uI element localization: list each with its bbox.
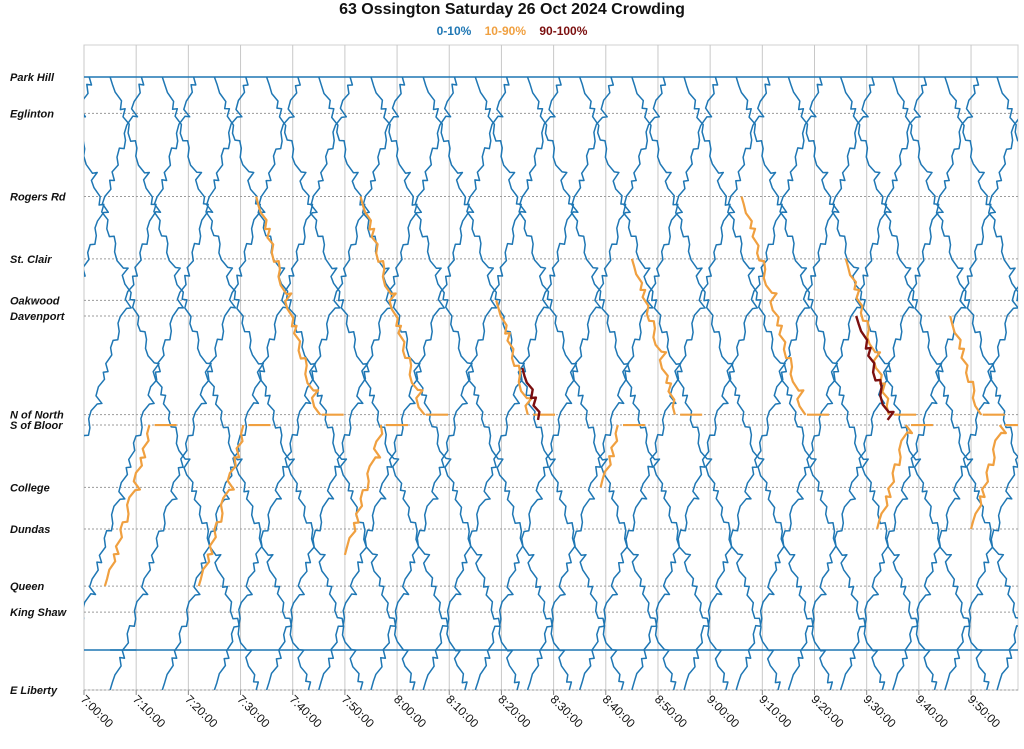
x-tick-label: 7:30:00: [234, 692, 272, 730]
northbound-trip-line: [84, 76, 145, 277]
northbound-trip-line: [683, 76, 875, 690]
northbound-trip-line: [265, 76, 458, 690]
x-tick-label: 8:40:00: [600, 692, 638, 730]
northbound-trip-line: [892, 285, 1018, 690]
x-tick-label: 8:00:00: [391, 692, 429, 730]
crowded-segment-line: [359, 196, 426, 416]
series-lines: [84, 76, 1018, 690]
northbound-trip-line: [839, 107, 1018, 690]
northbound-trip-line: [161, 76, 354, 690]
northbound-trip-line: [370, 76, 562, 690]
legend: 0-10% 10-90% 90-100%: [0, 24, 1024, 38]
full-segment-line: [521, 367, 541, 421]
crowded-segment-line: [495, 300, 533, 415]
crowded-segment-line: [599, 424, 619, 488]
chart-title: 63 Ossington Saturday 26 Oct 2024 Crowdi…: [339, 1, 685, 18]
x-tick-label: 8:30:00: [547, 692, 585, 730]
southbound-trip-line: [474, 76, 677, 690]
stop-label: Rogers Rd: [10, 191, 66, 203]
crowded-segment-line: [255, 196, 321, 416]
x-tick-label: 8:10:00: [443, 692, 481, 730]
northbound-trip-line: [422, 76, 615, 690]
southbound-trip-line: [683, 76, 886, 690]
northbound-trip-line: [735, 76, 928, 690]
stop-label: Park Hill: [10, 72, 55, 84]
x-tick-labels: 7:00:00 7:10:00 7:20:00 7:30:00 7:40:00 7:50:…: [78, 692, 1003, 730]
x-tick-label: 7:10:00: [130, 692, 168, 730]
crowded-segment-line: [844, 258, 890, 415]
x-tick-label: 8:50:00: [652, 692, 690, 730]
stop-label: Queen: [10, 581, 45, 593]
x-tick-label: 9:00:00: [704, 692, 742, 730]
crowded-segment-line: [949, 315, 983, 416]
x-tick-label: 9:30:00: [861, 692, 899, 730]
stop-label: Eglinton: [10, 108, 54, 120]
x-tick-label: 8:20:00: [495, 692, 533, 730]
northbound-trip-line: [787, 76, 980, 690]
crowded-segment-line: [876, 424, 914, 530]
plot-area: [83, 44, 1019, 691]
crowded-segment-line: [103, 424, 151, 587]
northbound-trip-line: [631, 76, 823, 690]
southbound-trip-line: [161, 76, 364, 690]
northbound-trip-line: [84, 76, 249, 620]
southbound-trip-line: [839, 76, 1018, 619]
southbound-trip-line: [370, 76, 573, 690]
crowded-segment-line: [197, 424, 245, 587]
stop-label: E Liberty: [10, 685, 58, 697]
crowded-segment-line: [740, 196, 807, 416]
northbound-trip-line: [84, 76, 93, 118]
southbound-trip-line: [422, 76, 625, 690]
southbound-trip-line: [213, 76, 416, 690]
crowded-segment-line: [343, 424, 384, 556]
x-tick-label: 7:20:00: [182, 692, 220, 730]
southbound-trip-line: [578, 76, 781, 690]
x-tick-label: 7:40:00: [287, 692, 325, 730]
x-tick-label: 9:10:00: [756, 692, 794, 730]
legend-entry-mid: 10-90%: [484, 24, 526, 38]
northbound-trip-line: [526, 76, 719, 690]
stop-label: King Shaw: [10, 607, 68, 619]
northbound-trip-line: [109, 76, 301, 690]
x-tick-label: 7:00:00: [78, 692, 116, 730]
legend-entry-high: 90-100%: [539, 24, 588, 38]
stop-label: Davenport: [10, 311, 66, 323]
southbound-trip-line: [318, 76, 520, 690]
southbound-trip-line: [787, 76, 990, 690]
full-segment-line: [855, 315, 895, 421]
x-tick-label: 7:50:00: [339, 692, 377, 730]
northbound-trip-line: [578, 76, 771, 690]
northbound-trip-line: [84, 76, 197, 438]
northbound-trip-line: [318, 76, 510, 690]
southbound-trip-line: [735, 76, 938, 690]
northbound-trip-line: [213, 76, 406, 690]
stop-label: Dundas: [10, 524, 50, 536]
legend-entry-low: 0-10%: [436, 24, 472, 38]
stop-label: College: [10, 482, 50, 494]
x-tick-label: 9:40:00: [913, 692, 951, 730]
northbound-trip-line: [474, 76, 667, 690]
southbound-trip-line: [631, 76, 834, 690]
northbound-trip-line: [944, 455, 1018, 690]
stop-label: St. Clair: [10, 254, 52, 266]
x-tick-label: 9:50:00: [965, 692, 1003, 730]
stop-label: S of Bloor: [10, 420, 63, 432]
southbound-trip-line: [109, 76, 312, 690]
stop-labels: Park Hill Eglinton Rogers Rd St. Clair Oakwo…: [10, 72, 68, 697]
southbound-trip-line: [265, 76, 468, 690]
southbound-trip-line: [526, 76, 729, 690]
stop-label: Oakwood: [10, 295, 60, 307]
southbound-trip-line: [892, 76, 1018, 458]
x-tick-label: 9:20:00: [808, 692, 846, 730]
crowded-segment-line: [969, 424, 1007, 530]
crowded-segment-line: [630, 258, 676, 415]
southbound-trip-line: [944, 76, 1018, 302]
stop-label: N of North: [10, 410, 64, 422]
southbound-trip-line: [84, 140, 260, 690]
